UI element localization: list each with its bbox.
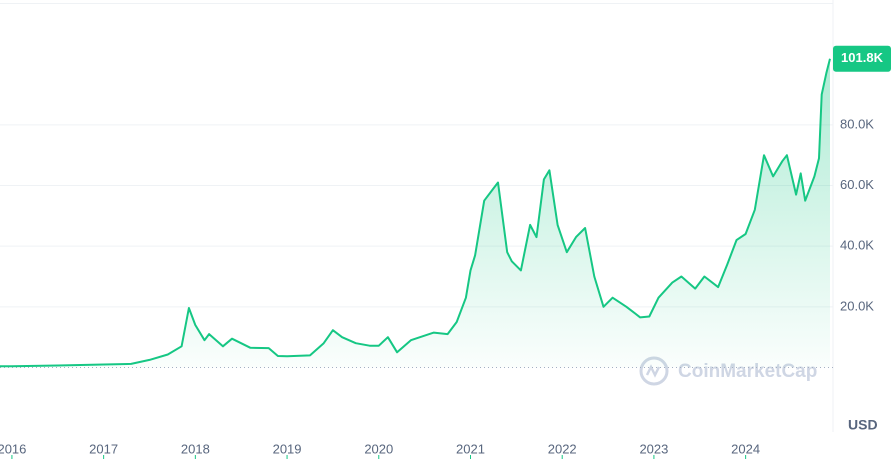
x-tick-label: 2021 <box>456 441 485 456</box>
x-tick-label: 2016 <box>0 441 26 456</box>
currency-label: USD <box>848 417 878 433</box>
x-tick-label: 2018 <box>181 441 210 456</box>
x-tick-label: 2019 <box>273 441 302 456</box>
y-tick-label: 40.0K <box>840 238 874 253</box>
x-tick-label: 2020 <box>364 441 393 456</box>
y-tick-label: 60.0K <box>840 177 874 192</box>
price-line <box>0 58 831 368</box>
area <box>0 58 830 368</box>
price-tag-label: 101.8K <box>841 50 884 65</box>
x-tick-label: 2023 <box>639 441 668 456</box>
price-tag <box>833 45 891 72</box>
x-tick-label: 2022 <box>548 441 577 456</box>
x-tick-label: 2017 <box>89 441 118 456</box>
y-tick-label: 80.0K <box>840 116 874 131</box>
y-tick-label: 20.0K <box>840 298 874 313</box>
x-tick-label: 2024 <box>731 441 760 456</box>
